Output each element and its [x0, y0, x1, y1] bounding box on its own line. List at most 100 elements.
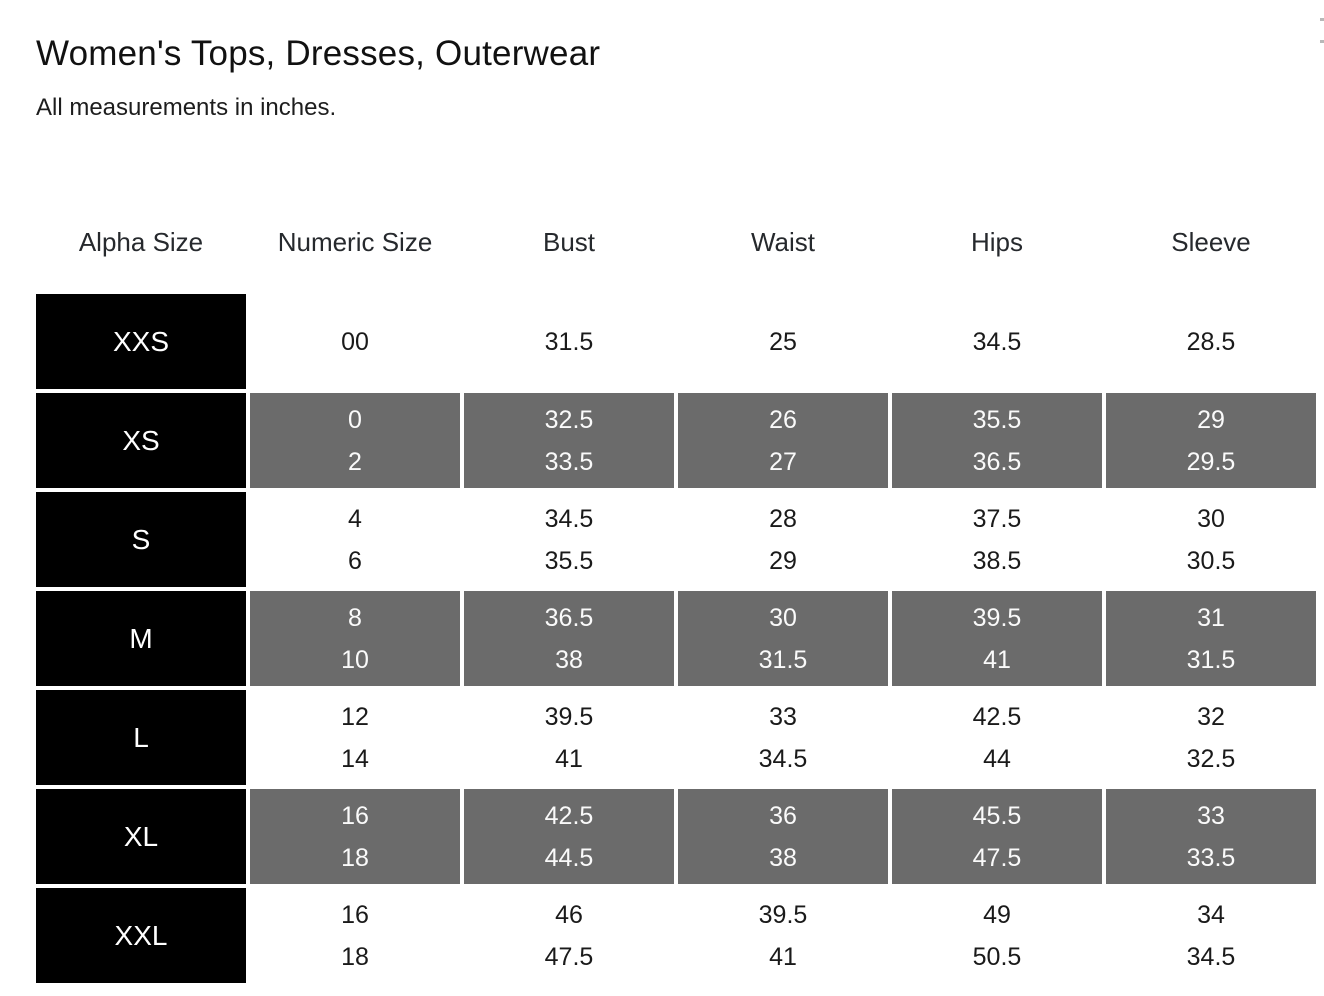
cell-value: 31 [1197, 603, 1225, 632]
cell-value: 0 [348, 405, 362, 434]
measurement-cell: 12 14 [250, 690, 460, 785]
table-header-row: Alpha Size Numeric Size Bust Waist Hips Sleev… [36, 220, 1320, 264]
cell-value: 32.5 [1186, 744, 1236, 773]
cell-value: 31.5 [544, 327, 594, 356]
cell-value: 38.5 [972, 546, 1022, 575]
cell-value: 44 [983, 744, 1011, 773]
cell-value: 29 [769, 546, 797, 575]
measurement-cell: 34.5 [892, 294, 1102, 389]
cell-value: 32.5 [544, 405, 594, 434]
cell-value: 31.5 [1186, 645, 1236, 674]
cell-value: 10 [341, 645, 369, 674]
edge-artifact [1320, 18, 1324, 21]
size-chart-table: Alpha Size Numeric Size Bust Waist Hips Sleev… [36, 220, 1320, 987]
cell-value: 45.5 [972, 801, 1022, 830]
cell-value: 34.5 [544, 504, 594, 533]
measurement-cell: 16 18 [250, 888, 460, 983]
column-header: Sleeve [1171, 226, 1251, 257]
cell-value: 26 [769, 405, 797, 434]
measurement-cell: 26 27 [678, 393, 888, 488]
measurement-cell: 35.5 36.5 [892, 393, 1102, 488]
measurement-cell: 36 38 [678, 789, 888, 884]
cell-value: 34.5 [758, 744, 808, 773]
cell-value: 41 [769, 942, 797, 971]
cell-value: 49 [983, 900, 1011, 929]
alpha-size-cell: M [36, 591, 246, 686]
measurement-cell: 30 30.5 [1106, 492, 1316, 587]
cell-value: 34 [1197, 900, 1225, 929]
table-body: XXS 00 31.5 25 34.5 28.5 XS 0 2 32.5 33.5 26 27 35.5 3… [36, 294, 1320, 983]
cell-value: 36.5 [544, 603, 594, 632]
column-header: Hips [970, 226, 1023, 257]
measurement-cell: 33 33.5 [1106, 789, 1316, 884]
alpha-size-cell: XXS [36, 294, 246, 389]
measurement-cell: 34 34.5 [1106, 888, 1316, 983]
cell-value: 18 [341, 942, 369, 971]
cell-value: 35.5 [544, 546, 594, 575]
cell-value: 35.5 [972, 405, 1022, 434]
cell-value: 47.5 [972, 843, 1022, 872]
measurement-cell: 39.5 41 [892, 591, 1102, 686]
cell-value: 44.5 [544, 843, 594, 872]
cell-value: 34.5 [972, 327, 1022, 356]
cell-value: 39.5 [544, 702, 594, 731]
cell-value: 37.5 [972, 504, 1022, 533]
cell-value: 32 [1197, 702, 1225, 731]
cell-value: 33.5 [1186, 843, 1236, 872]
cell-value: 2 [348, 447, 362, 476]
cell-value: 4 [348, 504, 362, 533]
measurement-cell: 33 34.5 [678, 690, 888, 785]
measurement-cell: 45.5 47.5 [892, 789, 1102, 884]
cell-value: 38 [769, 843, 797, 872]
cell-value: 25 [769, 327, 797, 356]
table-row: XXL 16 18 46 47.5 39.5 41 49 50.5 34 34.5 [36, 888, 1320, 983]
cell-value: 39.5 [758, 900, 808, 929]
table-row: S 4 6 34.5 35.5 28 29 37.5 38.5 30 30.5 [36, 492, 1320, 587]
cell-value: 28 [769, 504, 797, 533]
cell-value: 41 [983, 645, 1011, 674]
measurement-cell: 36.5 38 [464, 591, 674, 686]
cell-value: 33 [1197, 801, 1225, 830]
cell-value: 6 [348, 546, 362, 575]
cell-value: 33.5 [544, 447, 594, 476]
measurement-cell: 46 47.5 [464, 888, 674, 983]
measurement-cell: 39.5 41 [464, 690, 674, 785]
cell-value: 27 [769, 447, 797, 476]
alpha-size-cell: XS [36, 393, 246, 488]
page-subtitle: All measurements in inches. [36, 94, 337, 121]
cell-value: 30.5 [1186, 546, 1236, 575]
table-row: XL 16 18 42.5 44.5 36 38 45.5 47.5 33 33.5 [36, 789, 1320, 884]
measurement-cell: 42.5 44.5 [464, 789, 674, 884]
measurement-cell: 32 32.5 [1106, 690, 1316, 785]
cell-value: 31.5 [758, 645, 808, 674]
column-header: Alpha Size [78, 226, 204, 257]
cell-value: 18 [341, 843, 369, 872]
cell-value: 33 [769, 702, 797, 731]
measurement-cell: 39.5 41 [678, 888, 888, 983]
cell-value: 46 [555, 900, 583, 929]
table-row: M 8 10 36.5 38 30 31.5 39.5 41 31 31.5 [36, 591, 1320, 686]
cell-value: 34.5 [1186, 942, 1236, 971]
cell-value: 42.5 [972, 702, 1022, 731]
measurement-cell: 42.5 44 [892, 690, 1102, 785]
measurement-cell: 31.5 [464, 294, 674, 389]
measurement-cell: 00 [250, 294, 460, 389]
measurement-cell: 30 31.5 [678, 591, 888, 686]
table-row: XS 0 2 32.5 33.5 26 27 35.5 36.5 29 29.5 [36, 393, 1320, 488]
edge-artifact [1320, 40, 1324, 43]
measurement-cell: 37.5 38.5 [892, 492, 1102, 587]
cell-value: 8 [348, 603, 362, 632]
alpha-size-cell: S [36, 492, 246, 587]
cell-value: 30 [1197, 504, 1225, 533]
cell-value: 14 [341, 744, 369, 773]
cell-value: 16 [341, 801, 369, 830]
measurement-cell: 31 31.5 [1106, 591, 1316, 686]
cell-value: 41 [555, 744, 583, 773]
cell-value: 16 [341, 900, 369, 929]
cell-value: 38 [555, 645, 583, 674]
measurement-cell: 28.5 [1106, 294, 1316, 389]
column-header: Bust [542, 226, 596, 257]
